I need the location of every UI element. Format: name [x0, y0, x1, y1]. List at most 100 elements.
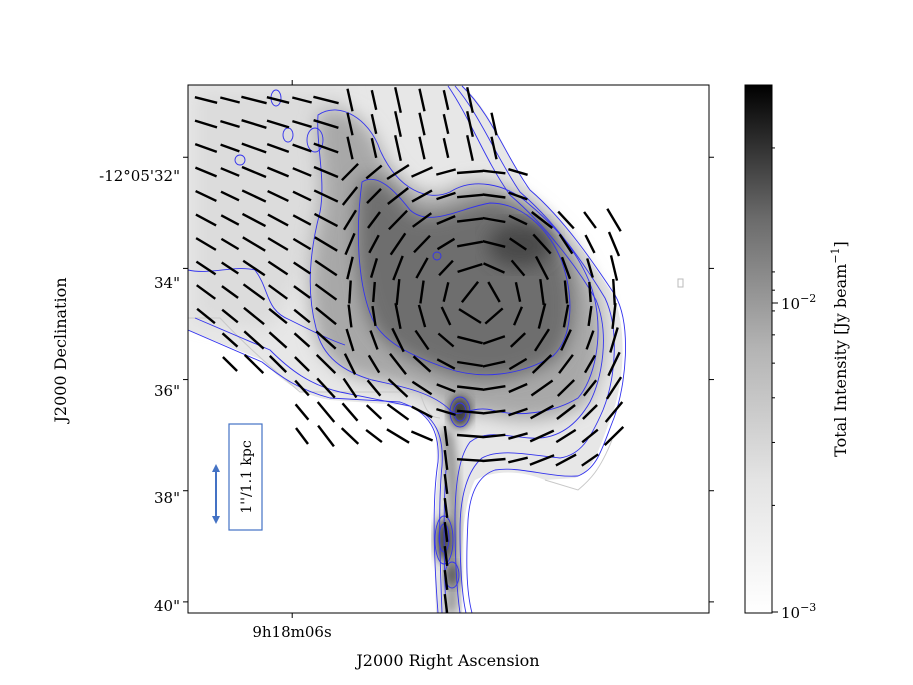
polarization-vector: [529, 429, 555, 443]
polarization-vector: [440, 306, 452, 326]
polarization-vectors: [194, 87, 625, 613]
polarization-vector: [315, 306, 337, 326]
polarization-vector: [442, 113, 450, 135]
polarization-vector: [606, 208, 622, 232]
y-tick-label-38: 38": [154, 489, 180, 507]
polarization-vector: [437, 332, 455, 348]
polarization-vector: [534, 255, 550, 281]
colorbar-label-close: ]: [831, 241, 850, 247]
polarization-vector: [508, 214, 528, 226]
scale-bar-label: 1''/1.1 kpc: [239, 440, 255, 513]
polarization-vector: [508, 382, 528, 394]
scale-bar-arrowhead-top: [212, 464, 220, 472]
contour-level-1: [188, 85, 626, 613]
intensity-map: [188, 85, 623, 613]
polarization-vector: [510, 259, 526, 277]
polarization-vector: [241, 165, 267, 179]
polarization-vector: [412, 355, 432, 373]
polarization-vector: [341, 162, 359, 182]
polarization-vector: [607, 351, 621, 377]
polarization-vector: [537, 303, 547, 329]
polarization-vector: [292, 119, 312, 129]
polarization-vector: [221, 308, 239, 324]
scale-bar: 1''/1.1 kpc: [212, 423, 263, 531]
polarization-vector: [530, 379, 554, 397]
polarization-vector: [315, 354, 337, 374]
colorbar-tick-label-1e-2: 10−2: [781, 292, 816, 313]
polarization-vector: [394, 111, 402, 137]
polarization-vector: [419, 280, 425, 304]
polarization-vector: [366, 379, 382, 397]
polarization-vector: [411, 380, 433, 396]
polarization-vector: [436, 214, 456, 226]
contour-islet-5: [432, 251, 442, 261]
polarization-vector: [346, 112, 354, 136]
polarization-vector: [346, 88, 354, 112]
polarization-vector: [512, 306, 524, 326]
contour-level-5: [357, 178, 571, 376]
polarization-vector: [267, 237, 289, 251]
polarization-vector: [558, 233, 574, 255]
polarization-vector: [442, 137, 450, 159]
polarization-vector: [294, 403, 310, 421]
contour-islet-3: [234, 154, 246, 166]
polarization-vector: [466, 111, 474, 137]
polarization-vector: [458, 308, 482, 324]
polarization-vector: [395, 278, 401, 306]
polarization-vector: [294, 356, 310, 372]
polarization-vector: [195, 260, 217, 276]
polarization-vector: [583, 211, 597, 229]
polarization-vector: [508, 407, 528, 417]
polarization-vector: [482, 216, 506, 224]
polarization-vector: [456, 193, 484, 199]
polarization-vector: [487, 281, 501, 303]
polarization-vector: [292, 167, 312, 177]
polarization-vector: [560, 329, 572, 351]
polarization-vector: [456, 385, 484, 391]
polarization-vector: [221, 285, 239, 299]
polarization-vector: [457, 360, 483, 368]
polarization-vector: [221, 261, 239, 275]
colorbar-label-exp: −1: [829, 247, 842, 263]
polarization-vector: [584, 234, 596, 254]
polarization-vector: [581, 453, 599, 467]
colorbar-gradient: [744, 84, 773, 614]
polarization-vector: [292, 143, 312, 153]
polarization-vector: [313, 212, 339, 228]
polarization-vector: [242, 236, 266, 252]
polarization-vector: [394, 302, 402, 330]
polarization-vector: [482, 385, 506, 391]
polarization-vector: [387, 378, 409, 398]
polarization-vector: [243, 354, 265, 374]
polarization-vector: [482, 169, 506, 175]
polarization-vector: [194, 142, 218, 154]
polarization-vector: [508, 191, 528, 201]
polarization-vector: [293, 332, 311, 348]
polarization-vector: [342, 209, 358, 231]
polarization-vector: [368, 234, 380, 254]
polarization-vector: [482, 360, 506, 368]
polarization-vector: [442, 282, 450, 302]
polarization-vector: [314, 283, 338, 301]
y-tick-label-32: -12°05'32": [99, 167, 180, 185]
polarization-vector: [241, 189, 267, 203]
x-tick-label: 9h18m06s: [252, 623, 331, 641]
polarization-vector: [292, 190, 312, 202]
contour-level-4: [309, 109, 599, 415]
polarization-vector: [443, 473, 449, 495]
polarization-vector: [344, 232, 356, 256]
polarization-vector: [267, 260, 289, 276]
polarization-vector: [456, 240, 484, 248]
polarization-vector: [347, 304, 353, 328]
colorbar-tick-exp: −3: [800, 601, 816, 614]
polarization-vector: [413, 234, 431, 254]
polarization-vector: [267, 284, 289, 300]
polarization-vector: [418, 112, 426, 136]
polarization-vector: [563, 280, 569, 304]
polarization-vector: [436, 191, 456, 201]
polarization-vector: [508, 456, 528, 464]
polarization-vector: [317, 424, 335, 448]
polarization-vector: [456, 169, 484, 175]
polarization-vector: [394, 135, 402, 161]
polarization-vector: [533, 328, 551, 352]
